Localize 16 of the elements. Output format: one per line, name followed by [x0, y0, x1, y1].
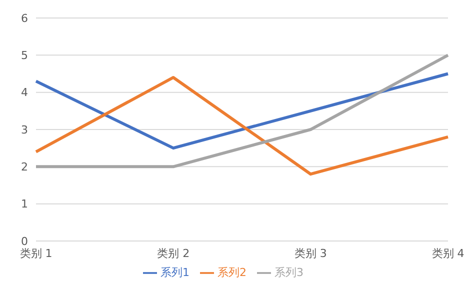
x-tick-label: 类别 1 — [20, 246, 52, 260]
y-tick-label: 0 — [21, 234, 28, 248]
line-series — [34, 72, 450, 150]
y-tick-label: 3 — [21, 123, 28, 136]
x-tick-label: 类别 4 — [432, 246, 464, 260]
legend-label: 系列1 — [160, 266, 190, 279]
x-tick-label: 类别 2 — [157, 246, 190, 260]
y-tick-label: 4 — [21, 86, 28, 100]
y-tick-label: 5 — [21, 49, 28, 62]
legend-label: 系列3 — [274, 266, 304, 279]
y-tick-label: 6 — [21, 12, 28, 25]
x-tick-label: 类别 3 — [294, 246, 327, 260]
y-tick-label: 1 — [21, 198, 28, 211]
line-series — [34, 76, 450, 176]
legend-label: 系列2 — [218, 266, 246, 279]
y-tick-label: 2 — [21, 160, 28, 174]
